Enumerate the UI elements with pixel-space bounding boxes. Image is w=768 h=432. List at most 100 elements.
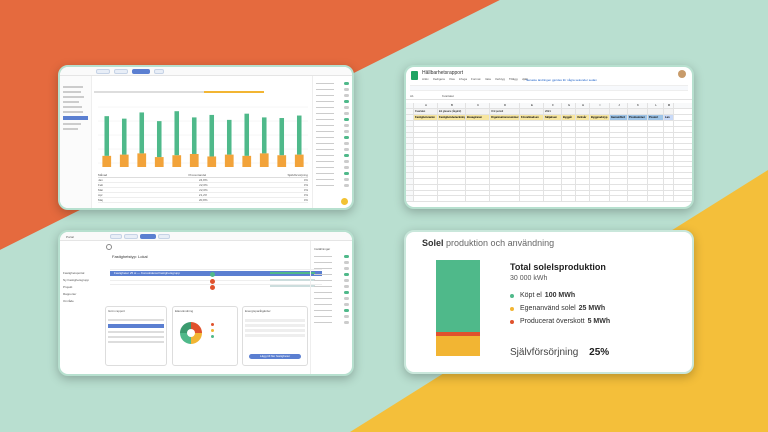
document-title[interactable]: Hållbarhetsrapport [422, 70, 464, 76]
column-header[interactable]: M [664, 103, 674, 108]
toggle-switch[interactable] [344, 267, 349, 270]
menu-item[interactable]: Data [484, 77, 491, 81]
sheet-row[interactable] [406, 184, 692, 191]
toggle-switch[interactable] [344, 291, 349, 294]
add-properties-button[interactable]: Lägg till fler fastigheter [249, 354, 301, 359]
sheet-row[interactable] [406, 179, 692, 185]
column-header[interactable]: J [610, 103, 628, 108]
sheet-cell[interactable]: Byggnadstyp [590, 114, 610, 121]
sheet-cell[interactable]: Verksår [576, 114, 590, 121]
toggle-switch[interactable] [344, 303, 349, 306]
sheet-cell[interactable] [610, 108, 628, 114]
menu-item[interactable]: Visa [448, 77, 455, 81]
avatar[interactable] [678, 70, 686, 78]
sheet-cell[interactable] [466, 108, 490, 114]
sidebar-item[interactable]: Fastighetsportal [63, 271, 85, 275]
column-header[interactable]: D [490, 103, 520, 108]
toggle-switch[interactable] [344, 315, 349, 318]
sheet-cell[interactable]: Ord period [490, 108, 520, 114]
formula-input[interactable]: Kvartalet [442, 94, 454, 98]
column-header[interactable]: L [648, 103, 664, 108]
sheet-cell[interactable]: Postnummer [628, 114, 648, 121]
column-header[interactable]: H [576, 103, 590, 108]
toggle-switch[interactable] [344, 184, 349, 187]
sidebar-item[interactable] [63, 91, 81, 93]
corner-cell[interactable] [406, 103, 414, 108]
back-button[interactable] [106, 244, 112, 250]
sidebar-item[interactable] [63, 101, 80, 103]
sheet-cell[interactable]: Kvartalet [414, 108, 438, 114]
toggle-switch[interactable] [344, 285, 349, 288]
sidebar-item[interactable] [63, 106, 82, 108]
tab-button[interactable] [124, 234, 138, 239]
menu-item[interactable]: Redigera [432, 77, 445, 81]
toggle-switch[interactable] [344, 142, 349, 145]
sheet-cell[interactable]: Fastighetsbeteckning [438, 114, 466, 121]
sheet-cell[interactable] [562, 108, 576, 114]
toggle-switch[interactable] [344, 136, 349, 139]
toggle-switch[interactable] [344, 100, 349, 103]
chat-bubble-icon[interactable] [341, 198, 348, 205]
toggle-switch[interactable] [344, 118, 349, 121]
column-header[interactable]: C [466, 103, 490, 108]
sheet-cell[interactable]: Byggår [562, 114, 576, 121]
tab-button[interactable] [114, 69, 128, 74]
toggle-switch[interactable] [344, 309, 349, 312]
toggle-switch[interactable] [344, 148, 349, 151]
column-header[interactable]: F [544, 103, 562, 108]
sheet-row[interactable] [406, 121, 692, 127]
toggle-switch[interactable] [344, 130, 349, 133]
toggle-switch[interactable] [344, 160, 349, 163]
sheet-row[interactable] [406, 150, 692, 156]
column-header[interactable]: I [590, 103, 610, 108]
sheet-cell[interactable]: Säljaksen [544, 114, 562, 121]
sidebar-item[interactable] [63, 128, 78, 130]
sheet-cell[interactable] [628, 108, 648, 114]
filter-button[interactable] [132, 69, 150, 74]
toggle-switch[interactable] [344, 172, 349, 175]
sheet-row[interactable] [406, 161, 692, 168]
cell-reference[interactable]: A1 [410, 94, 414, 98]
tab-button[interactable] [154, 69, 164, 74]
sheet-cell[interactable]: Förvaltnadsen [520, 114, 544, 121]
toggle-switch[interactable] [344, 94, 349, 97]
table-row[interactable]: Apr 21,2% 0% [98, 193, 308, 198]
menu-item[interactable]: Verktyg [494, 77, 505, 81]
toggle-switch[interactable] [344, 88, 349, 91]
sidebar-item[interactable]: Projekt [63, 285, 73, 289]
sheet-row[interactable] [406, 190, 692, 197]
tab-button[interactable] [158, 234, 170, 239]
toggle-switch[interactable] [344, 261, 349, 264]
sidebar-item[interactable] [63, 123, 81, 125]
sheet-cell[interactable]: Lan [664, 114, 674, 121]
sheet-cell[interactable] [664, 108, 674, 114]
column-header[interactable]: K [628, 103, 648, 108]
toggle-switch[interactable] [344, 154, 349, 157]
sheet-row[interactable] [406, 132, 692, 139]
sheet-cell[interactable] [520, 108, 544, 114]
toggle-switch[interactable] [344, 82, 349, 85]
table-row[interactable]: Mar 22,0% 0% [98, 188, 308, 193]
column-header[interactable]: B [438, 103, 466, 108]
sheet-cell[interactable]: 2021 [544, 108, 562, 114]
toggle-switch[interactable] [344, 297, 349, 300]
sheet-cell[interactable]: Postort [648, 114, 664, 121]
table-row[interactable]: Jan 24,8% 0% [98, 178, 308, 183]
sheet-row[interactable] [406, 138, 692, 145]
active-tab-button[interactable] [140, 234, 156, 239]
row-header[interactable] [406, 108, 414, 114]
sheet-cell[interactable]: Boxagiraren [466, 114, 490, 121]
sheet-row[interactable] [406, 126, 692, 133]
row-header[interactable] [406, 114, 414, 121]
toggle-switch[interactable] [344, 166, 349, 169]
tab-button[interactable] [96, 69, 110, 74]
report-row-selected[interactable] [108, 324, 164, 328]
sheet-row[interactable] [406, 196, 692, 203]
sheet-row[interactable] [406, 155, 692, 162]
sheet-cell[interactable] [648, 108, 664, 114]
menu-item[interactable]: Arkiv [422, 77, 429, 81]
column-header[interactable]: E [520, 103, 544, 108]
menu-item[interactable]: Infoga [458, 77, 467, 81]
sheet-cell[interactable]: Fastighetsnamn [414, 114, 438, 121]
